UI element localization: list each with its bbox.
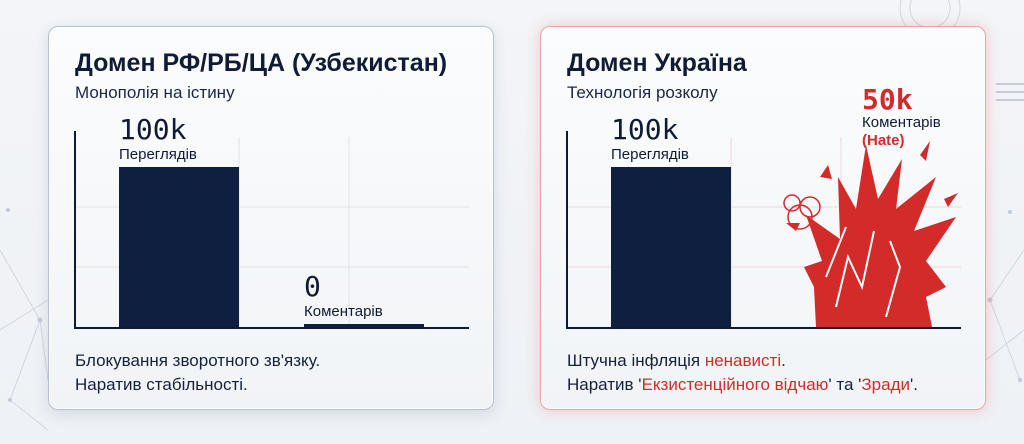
card-title: Домен РФ/РБ/ЦА (Узбекистан) — [75, 49, 448, 77]
category-label: Коментарів — [862, 114, 941, 131]
bar-Переглядів — [119, 167, 239, 327]
explosion-smoke — [783, 194, 801, 212]
footer-text: ' та ' — [828, 375, 862, 394]
explosion-shard — [820, 165, 832, 179]
card-footer: Штучна інфляція ненависті. Наратив 'Екзи… — [567, 349, 918, 397]
card-subtitle: Технологія розколу — [567, 83, 718, 102]
card-title: Домен Україна — [567, 49, 747, 77]
footer-line-1: Штучна інфляція ненависті. — [567, 349, 918, 373]
footer-highlight: Екзистенційного відчаю — [641, 375, 829, 394]
footer-highlight: ненависті — [704, 351, 782, 370]
footer-line-2: Наратив стабільності. — [75, 375, 248, 394]
card-footer: Блокування зворотного зв'язку. Наратив с… — [75, 349, 320, 397]
explosion-shard — [944, 193, 958, 207]
data-label: 50k — [862, 83, 913, 116]
bar-Коментарів — [304, 324, 424, 327]
data-label: 100k — [119, 113, 187, 146]
category-label: Переглядів — [119, 146, 197, 163]
russia-domain-card: Домен РФ/РБ/ЦА (Узбекистан) Монополія на… — [48, 26, 494, 410]
footer-highlight: Зради — [861, 375, 910, 394]
data-label: 100k — [611, 113, 679, 146]
explosion-crack — [835, 230, 875, 308]
footer-text: Наратив ' — [567, 375, 642, 394]
footer-text: Штучна інфляція — [567, 351, 705, 370]
footer-text: . — [781, 351, 786, 370]
explosion-crack — [825, 226, 847, 278]
card-subtitle: Монополія на істину — [75, 83, 235, 102]
explosion-smoke — [799, 196, 821, 218]
ukraine-domain-card: Домен Україна Технологія розколу 100k Пер… — [540, 26, 986, 410]
footer-line-2: Наратив 'Екзистенційного відчаю' та 'Зра… — [567, 373, 918, 397]
explosion-shard — [920, 141, 930, 161]
data-label: 0 — [304, 270, 321, 303]
explosion-crack — [885, 240, 902, 318]
footer-line-1: Блокування зворотного зв'язку. — [75, 351, 321, 370]
hate-annotation: (Hate) — [862, 132, 905, 149]
footer-text: '. — [910, 375, 918, 394]
category-label: Коментарів — [304, 303, 383, 320]
category-label: Переглядів — [611, 146, 689, 163]
bar-Переглядів — [611, 167, 731, 327]
